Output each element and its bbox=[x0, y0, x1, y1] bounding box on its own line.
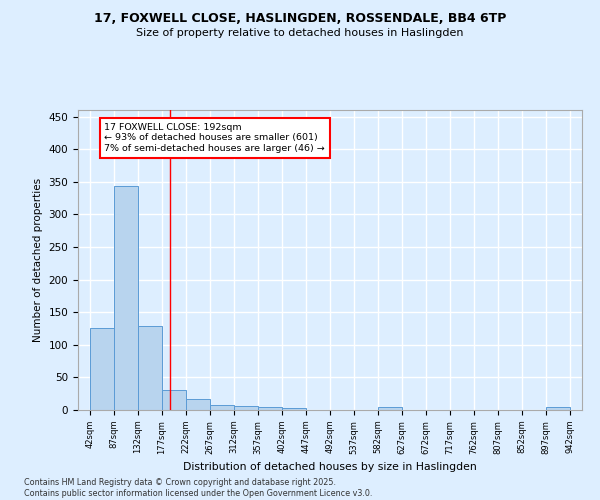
Y-axis label: Number of detached properties: Number of detached properties bbox=[33, 178, 43, 342]
Bar bbox=[210, 405, 234, 410]
Text: 17 FOXWELL CLOSE: 192sqm
← 93% of detached houses are smaller (601)
7% of semi-d: 17 FOXWELL CLOSE: 192sqm ← 93% of detach… bbox=[104, 123, 325, 153]
Text: Size of property relative to detached houses in Haslingden: Size of property relative to detached ho… bbox=[136, 28, 464, 38]
Bar bbox=[234, 406, 258, 410]
Text: 17, FOXWELL CLOSE, HASLINGDEN, ROSSENDALE, BB4 6TP: 17, FOXWELL CLOSE, HASLINGDEN, ROSSENDAL… bbox=[94, 12, 506, 26]
Bar bbox=[282, 408, 306, 410]
Bar bbox=[378, 406, 402, 410]
Bar bbox=[546, 408, 570, 410]
Bar bbox=[90, 328, 114, 410]
Text: Contains HM Land Registry data © Crown copyright and database right 2025.
Contai: Contains HM Land Registry data © Crown c… bbox=[24, 478, 373, 498]
X-axis label: Distribution of detached houses by size in Haslingden: Distribution of detached houses by size … bbox=[183, 462, 477, 472]
Bar bbox=[138, 326, 162, 410]
Bar bbox=[162, 390, 186, 410]
Bar bbox=[258, 408, 282, 410]
Bar bbox=[186, 399, 210, 410]
Bar bbox=[114, 186, 138, 410]
